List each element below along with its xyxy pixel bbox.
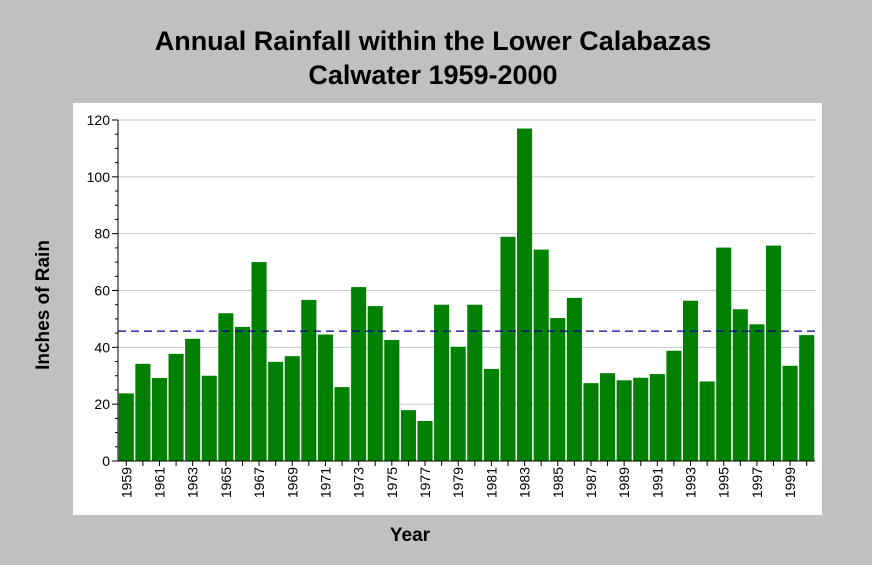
bar-1982: [500, 236, 516, 461]
bar-1959: [118, 393, 134, 461]
x-tick-label-1991: 1991: [649, 467, 665, 498]
bar-1976: [400, 410, 416, 461]
bar-1979: [450, 346, 466, 461]
x-tick-label-1967: 1967: [251, 467, 267, 498]
x-tick-label-1985: 1985: [550, 467, 566, 498]
x-tick-label-1971: 1971: [317, 467, 333, 498]
bar-1990: [633, 377, 649, 461]
bar-1995: [716, 247, 732, 461]
y-tick-label-20: 20: [94, 396, 110, 412]
bar-1996: [732, 309, 748, 461]
bar-1998: [765, 245, 782, 461]
x-tick-label-1977: 1977: [417, 467, 433, 498]
bar-1970: [301, 299, 317, 461]
bar-1975: [384, 339, 400, 461]
y-tick-label-40: 40: [94, 339, 110, 355]
bar-1992: [666, 350, 682, 461]
x-tick-label-1989: 1989: [616, 467, 632, 498]
y-tick-label-100: 100: [87, 169, 111, 185]
bar-1985: [550, 318, 566, 461]
bar-1973: [351, 287, 367, 461]
bar-1997: [749, 324, 765, 461]
bar-1986: [566, 297, 582, 461]
x-tick-label-1995: 1995: [716, 467, 732, 498]
bar-1999: [782, 365, 798, 461]
bar-1965: [218, 313, 234, 461]
bar-1974: [367, 306, 383, 461]
x-tick-label-1979: 1979: [450, 467, 466, 498]
x-tick-label-1963: 1963: [185, 467, 201, 498]
bar-1991: [649, 374, 665, 461]
x-tick-label-1983: 1983: [517, 467, 533, 498]
x-tick-label-1975: 1975: [384, 467, 400, 498]
bar-1994: [699, 381, 715, 461]
bar-1968: [268, 361, 284, 461]
bar-1987: [583, 383, 599, 461]
bar-1962: [168, 353, 184, 461]
bar-1989: [616, 380, 632, 461]
x-axis-label: Year: [390, 525, 431, 546]
chart-title-line-1: Annual Rainfall within the Lower Calabaz…: [155, 26, 712, 56]
bar-1963: [185, 338, 201, 461]
gridlines: [118, 119, 815, 405]
bar-1988: [600, 373, 616, 461]
bar-1993: [682, 300, 699, 461]
bar-1984: [533, 249, 549, 461]
bar-1981: [483, 368, 499, 461]
bar-2000: [799, 335, 815, 461]
bar-1983: [517, 128, 533, 461]
y-tick-label-60: 60: [94, 283, 110, 299]
bar-1977: [417, 420, 433, 461]
bar-1971: [317, 334, 333, 461]
bar-1969: [284, 356, 300, 461]
bar-1978: [434, 304, 450, 461]
y-tick-label-0: 0: [102, 453, 110, 469]
bar-1966: [234, 326, 251, 461]
bars: [118, 128, 815, 461]
x-tick-label-1987: 1987: [583, 467, 599, 498]
bar-1967: [251, 262, 267, 461]
x-tick-label-1997: 1997: [749, 467, 765, 498]
axes: [112, 119, 815, 466]
x-tick-label-1959: 1959: [118, 467, 134, 498]
bar-1972: [334, 387, 350, 461]
bar-1964: [201, 375, 217, 461]
bar-1961: [151, 378, 168, 461]
x-tick-label-1999: 1999: [782, 467, 798, 498]
x-tick-label-1973: 1973: [351, 467, 367, 498]
bar-1960: [135, 363, 151, 461]
bar-1980: [467, 304, 483, 461]
x-tick-label-1993: 1993: [683, 467, 699, 498]
x-tick-label-1969: 1969: [284, 467, 300, 498]
y-tick-label-120: 120: [87, 112, 111, 128]
x-tick-label-1961: 1961: [151, 467, 167, 498]
x-tick-label-1965: 1965: [218, 467, 234, 498]
chart-title-line-2: Calwater 1959-2000: [308, 60, 557, 90]
y-axis-label: Inches of Rain: [33, 240, 54, 370]
y-tick-labels: 0 20 40 60 80 100 120: [87, 112, 111, 469]
y-tick-label-80: 80: [94, 226, 110, 242]
x-tick-label-1981: 1981: [483, 467, 499, 498]
x-tick-labels: 1959 1961 1963 1965 1967 1969 1971 1973 1975 1977…: [118, 467, 798, 498]
